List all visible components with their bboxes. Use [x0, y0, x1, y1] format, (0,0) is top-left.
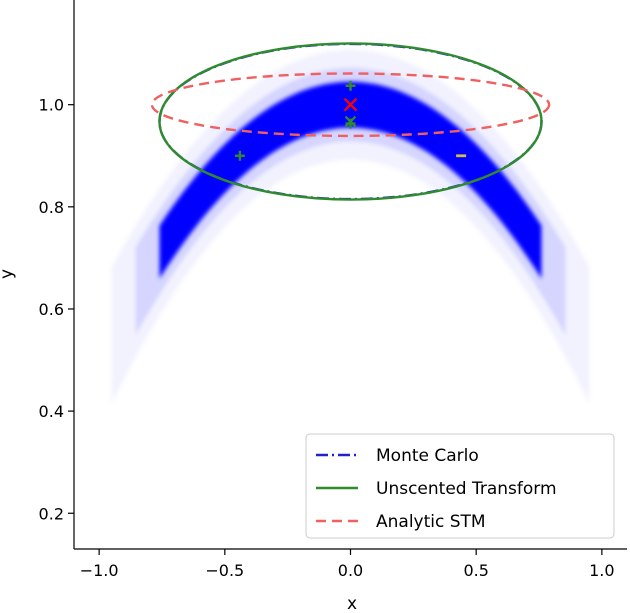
- y-tick-label: 0.2: [39, 504, 64, 523]
- ellipse-analytic-stm: [150, 72, 551, 138]
- marker-plus-0: [234, 150, 245, 161]
- y-ticks: 0.2 0.4 0.6 0.8 1.0: [39, 96, 74, 523]
- legend-label: Monte Carlo: [376, 446, 479, 466]
- marker-plus-1: [345, 80, 356, 91]
- x-ticks: −1.0 −0.5 0.0 0.5 1.0: [80, 549, 615, 580]
- x-tick-label: 1.0: [589, 561, 614, 580]
- x-tick-label: 0.0: [338, 561, 363, 580]
- y-axis-title: y: [0, 269, 17, 279]
- point-cloud-core: [159, 81, 542, 279]
- y-tick-label: 0.6: [39, 300, 64, 319]
- x-axis-title: x: [347, 594, 357, 613]
- y-tick-label: 1.0: [39, 96, 64, 115]
- x-tick-label: −1.0: [80, 561, 119, 580]
- legend-entry-monte-carlo: Monte Carlo: [316, 446, 479, 466]
- point-cloud: [111, 49, 590, 404]
- legend-box: [305, 433, 615, 539]
- y-tick-label: 0.8: [39, 198, 64, 217]
- ellipse-unscented-transform: [158, 42, 543, 201]
- legend-label: Unscented Transform: [376, 479, 557, 499]
- legend-entry-unscented-transform: Unscented Transform: [316, 479, 557, 499]
- ellipses: [150, 42, 551, 201]
- x-tick-label: −0.5: [205, 561, 244, 580]
- marker-x-5: [343, 97, 358, 112]
- sigma-markers: [234, 80, 467, 161]
- marker-x-4: [344, 115, 357, 128]
- plot-area: [111, 42, 590, 404]
- legend-entry-analytic-stm: Analytic STM: [316, 512, 486, 532]
- legend: Monte Carlo Unscented Transform Analytic S…: [305, 433, 615, 539]
- y-tick-label: 0.4: [39, 402, 64, 421]
- legend-label: Analytic STM: [376, 512, 486, 532]
- x-tick-label: 0.5: [463, 561, 488, 580]
